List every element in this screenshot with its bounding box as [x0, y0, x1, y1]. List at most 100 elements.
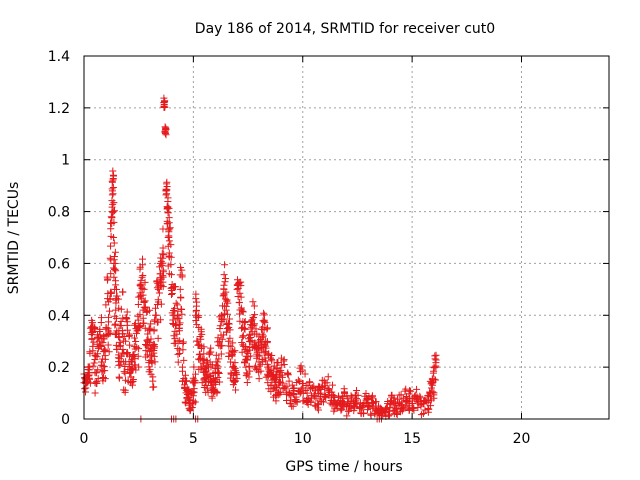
- data-point: [107, 289, 115, 297]
- data-point: [135, 363, 143, 371]
- data-point: [177, 294, 185, 302]
- data-point: [379, 406, 387, 414]
- data-point: [197, 325, 205, 333]
- data-point: [198, 379, 206, 387]
- data-point: [330, 407, 338, 415]
- y-tick-label: 1.2: [48, 101, 70, 117]
- data-point: [386, 398, 394, 406]
- data-point: [98, 358, 105, 366]
- data-point: [176, 319, 184, 327]
- data-point: [134, 316, 142, 324]
- data-point: [220, 271, 228, 279]
- data-point: [234, 292, 242, 300]
- data-point: [108, 214, 116, 222]
- data-point: [94, 366, 102, 374]
- data-point: [170, 332, 178, 340]
- data-point: [164, 197, 172, 205]
- data-point: [109, 200, 117, 208]
- data-point: [101, 352, 109, 360]
- data-point: [312, 394, 320, 402]
- data-point: [226, 326, 234, 334]
- data-point: [227, 358, 235, 366]
- data-point: [133, 327, 141, 335]
- data-point: [216, 322, 224, 330]
- data-point: [165, 219, 173, 227]
- data-point: [255, 375, 263, 383]
- y-tick-label: 0: [61, 412, 70, 428]
- data-point: [262, 344, 270, 352]
- data-point: [112, 267, 120, 275]
- data-point: [87, 329, 95, 337]
- data-point: [111, 321, 119, 329]
- data-point: [192, 290, 200, 298]
- data-point: [109, 167, 117, 175]
- data-point: [107, 242, 115, 250]
- data-point: [117, 305, 125, 313]
- data-point: [221, 261, 229, 269]
- data-point: [283, 382, 291, 390]
- data-point: [100, 345, 108, 353]
- data-point: [231, 377, 239, 385]
- data-point: [99, 362, 107, 370]
- data-point: [393, 408, 401, 416]
- data-point: [147, 335, 155, 343]
- data-point: [110, 239, 118, 247]
- data-point: [149, 377, 157, 385]
- x-tick-label: 20: [513, 431, 531, 447]
- data-point: [308, 384, 316, 392]
- data-point: [258, 358, 266, 366]
- data-point: [231, 347, 239, 355]
- data-point: [179, 338, 187, 346]
- data-point: [129, 351, 137, 359]
- data-point: [431, 355, 439, 363]
- data-point: [286, 399, 294, 407]
- data-point: [278, 361, 286, 369]
- data-point: [165, 270, 173, 278]
- data-point: [125, 330, 133, 338]
- data-point: [150, 383, 158, 391]
- data-point: [347, 392, 355, 400]
- data-point: [139, 319, 147, 327]
- data-point: [86, 348, 94, 356]
- data-point: [357, 410, 365, 418]
- data-point: [117, 342, 125, 350]
- data-point: [89, 347, 97, 355]
- data-point: [406, 387, 414, 395]
- data-point: [371, 398, 379, 406]
- data-point: [352, 395, 360, 403]
- data-point: [165, 204, 173, 212]
- data-point: [106, 254, 114, 262]
- data-point: [91, 323, 99, 331]
- data-point: [343, 412, 351, 420]
- data-point: [214, 363, 222, 371]
- data-point: [131, 320, 139, 328]
- data-point: [105, 329, 113, 337]
- data-point: [117, 322, 125, 330]
- data-point: [209, 385, 217, 393]
- data-point: [128, 381, 136, 389]
- data-point: [106, 307, 114, 315]
- data-point: [267, 381, 275, 389]
- data-point: [94, 350, 102, 358]
- data-point: [260, 349, 268, 357]
- data-point: [164, 209, 172, 217]
- data-point: [115, 373, 123, 381]
- data-point: [340, 385, 348, 393]
- data-point: [222, 288, 230, 296]
- data-point: [178, 273, 186, 281]
- data-point: [432, 356, 440, 364]
- data-point: [139, 271, 147, 279]
- grid: [84, 56, 609, 419]
- data-point: [296, 368, 304, 376]
- data-point: [222, 275, 230, 283]
- data-point: [249, 314, 257, 322]
- data-point: [151, 304, 159, 312]
- data-point: [241, 325, 249, 333]
- data-point: [243, 356, 251, 364]
- data-point: [249, 298, 257, 306]
- data-point: [408, 395, 416, 403]
- data-point: [159, 244, 167, 252]
- x-tick-label: 10: [294, 431, 312, 447]
- data-point: [107, 225, 115, 233]
- data-point: [245, 373, 253, 381]
